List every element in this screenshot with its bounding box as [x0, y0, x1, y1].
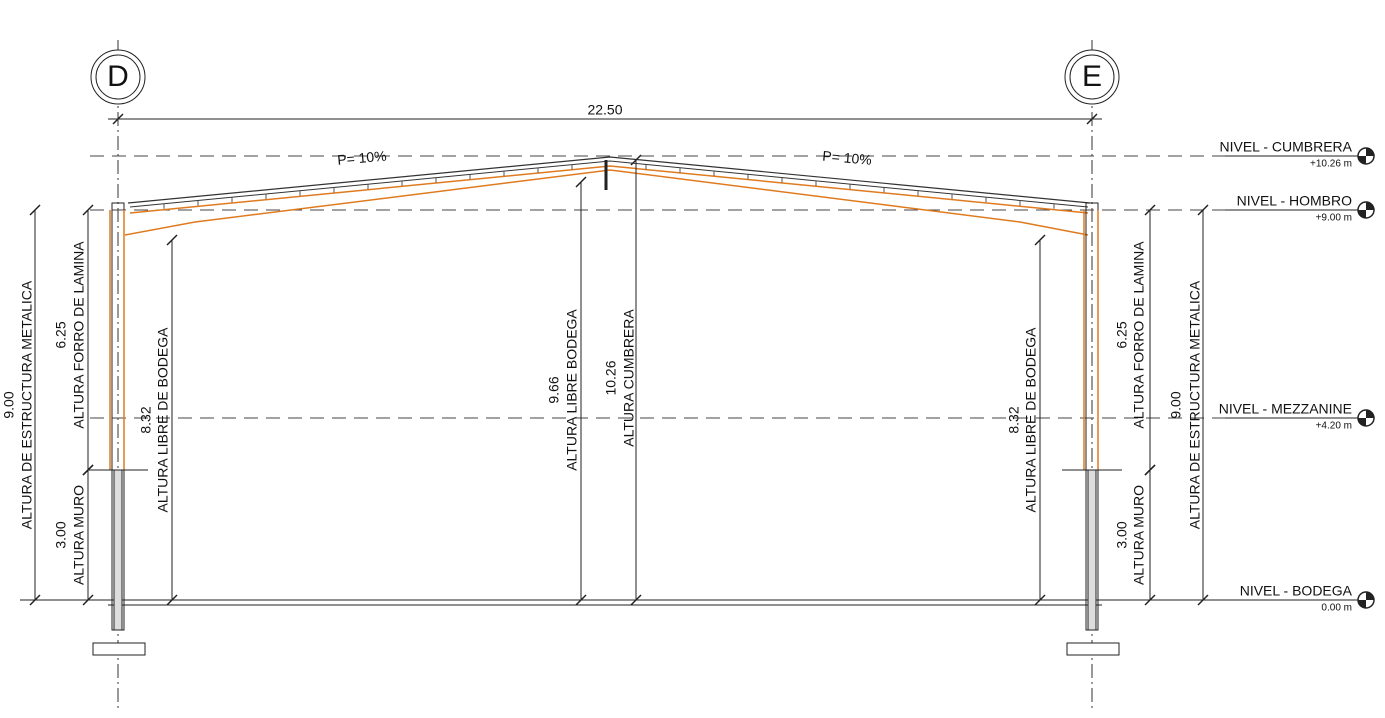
roof-sheet — [127, 156, 1091, 204]
dimension-label: ALTURA DE ESTRUCTURA METALICA — [19, 280, 35, 529]
dimension-value: 3.00 — [53, 521, 69, 548]
level-symbol-fill — [1358, 202, 1374, 218]
dimension-tick — [575, 594, 587, 606]
level-symbol-fill — [1358, 592, 1374, 608]
dimension-tick — [1144, 594, 1156, 606]
dimension-value: 6.25 — [1114, 321, 1130, 348]
dimension-tick — [1034, 594, 1046, 606]
grid-label: E — [1082, 60, 1102, 93]
dimension-tick — [630, 154, 642, 166]
dimension-label: ALTURA CUMBRERA — [621, 309, 637, 447]
level-symbol-fill — [1358, 148, 1374, 164]
grid-bubble-inner — [95, 54, 141, 100]
dimension-tick — [1144, 464, 1156, 476]
dimension-label: ALTURA LIBRE DE BODEGA — [155, 327, 171, 513]
level-name: NIVEL - CUMBRERA — [1219, 139, 1352, 155]
level-elevation: +10.26 m — [1310, 159, 1352, 170]
level-name: NIVEL - MEZZANINE — [1219, 401, 1352, 417]
roof-sheet — [129, 160, 1089, 208]
dimension-value: 9.00 — [1, 391, 17, 418]
dimension-label: ALTURA LIBRE DE BODEGA — [1023, 327, 1039, 513]
dimension-value: 3.00 — [1114, 521, 1130, 548]
dimension-tick — [1086, 113, 1098, 125]
dimension-tick — [112, 113, 124, 125]
grid-bubble-inner — [1069, 54, 1115, 100]
grid-bubble — [90, 49, 146, 105]
dimension-tick — [1197, 594, 1209, 606]
footing — [92, 642, 146, 656]
rafter-top — [129, 165, 1089, 214]
level-elevation: 0.00 m — [1321, 603, 1352, 614]
roof-slope: P= 10% — [337, 148, 388, 168]
dimension-tick — [166, 234, 178, 246]
dimension-tick — [1144, 204, 1156, 216]
wall — [113, 469, 123, 631]
level-elevation: +9.00 m — [1316, 213, 1352, 224]
dimension-label: ALTURA FORRO DE LAMINA — [71, 241, 87, 429]
grid-label: D — [107, 60, 129, 93]
dimension-label: ALTURA MURO — [1131, 485, 1147, 585]
dimension-tick — [1034, 234, 1046, 246]
dimension-label: ALTURA MURO — [71, 485, 87, 585]
level-symbol-fill — [1358, 410, 1374, 426]
level-name: NIVEL - HOMBRO — [1237, 193, 1352, 209]
dimension-value: 10.26 — [603, 360, 619, 395]
dimension-tick — [82, 594, 94, 606]
level-elevation: +4.20 m — [1316, 421, 1352, 432]
dimension-tick — [1197, 204, 1209, 216]
dimension-label: ALTURA DE ESTRUCTURA METALICA — [1187, 280, 1203, 529]
span-dimension: 22.50 — [587, 102, 622, 118]
rafter-bottom — [124, 169, 1089, 236]
dimension-tick — [575, 176, 587, 188]
footing — [1066, 642, 1120, 656]
dimension-value: 8.32 — [138, 406, 154, 433]
dimension-tick — [29, 204, 41, 216]
dimension-value: 9.00 — [1168, 391, 1184, 418]
dimension-tick — [29, 594, 41, 606]
dimension-value: 8.32 — [1006, 406, 1022, 433]
wall — [1087, 469, 1097, 631]
dimension-tick — [82, 204, 94, 216]
dimension-tick — [82, 464, 94, 476]
dimension-label: ALTURA LIBRE BODEGA — [564, 309, 580, 471]
grid-bubble — [1064, 49, 1120, 105]
dimension-tick — [166, 594, 178, 606]
dimension-value: 6.25 — [53, 321, 69, 348]
level-name: NIVEL - BODEGA — [1240, 583, 1353, 599]
dimension-value: 9.66 — [546, 376, 562, 403]
roof-slope: P= 10% — [822, 148, 873, 168]
dimension-tick — [630, 594, 642, 606]
dimension-label: ALTURA FORRO DE LAMINA — [1131, 241, 1147, 429]
